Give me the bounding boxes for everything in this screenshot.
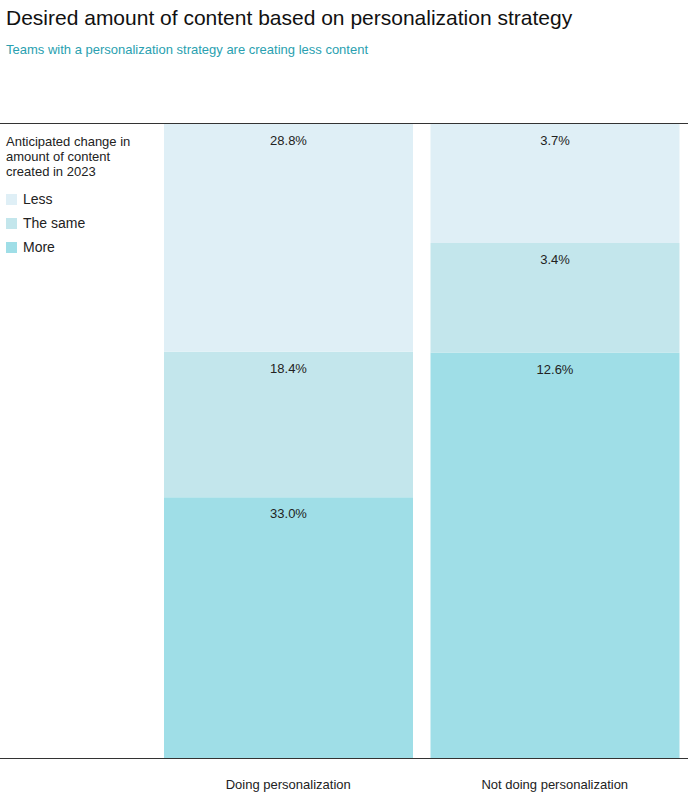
html-text:Desired amount of content base: Desired amount of content based on perso… bbox=[6, 6, 573, 29]
svg-text:Doing personalization: Doing personalization bbox=[226, 777, 351, 792]
svg-text:33.0%: 33.0% bbox=[270, 506, 307, 521]
html-text:Teams with a personalization s: Teams with a personalization strategy ar… bbox=[6, 42, 368, 57]
svg-text:28.8%: 28.8% bbox=[270, 133, 307, 148]
html-text:More: More bbox=[23, 238, 55, 255]
svg-text:Not doing personalization: Not doing personalization bbox=[481, 777, 628, 792]
svg-text:12.6%: 12.6% bbox=[537, 362, 574, 377]
html-text:The same: The same bbox=[23, 214, 86, 231]
html-text:Less: Less bbox=[23, 190, 53, 207]
svg-text:3.4%: 3.4% bbox=[540, 252, 570, 267]
svg-text:18.4%: 18.4% bbox=[270, 361, 307, 376]
html-text:Anticipated change in amount o: Anticipated change in amount of content … bbox=[6, 134, 131, 179]
svg-text:3.7%: 3.7% bbox=[540, 133, 570, 148]
